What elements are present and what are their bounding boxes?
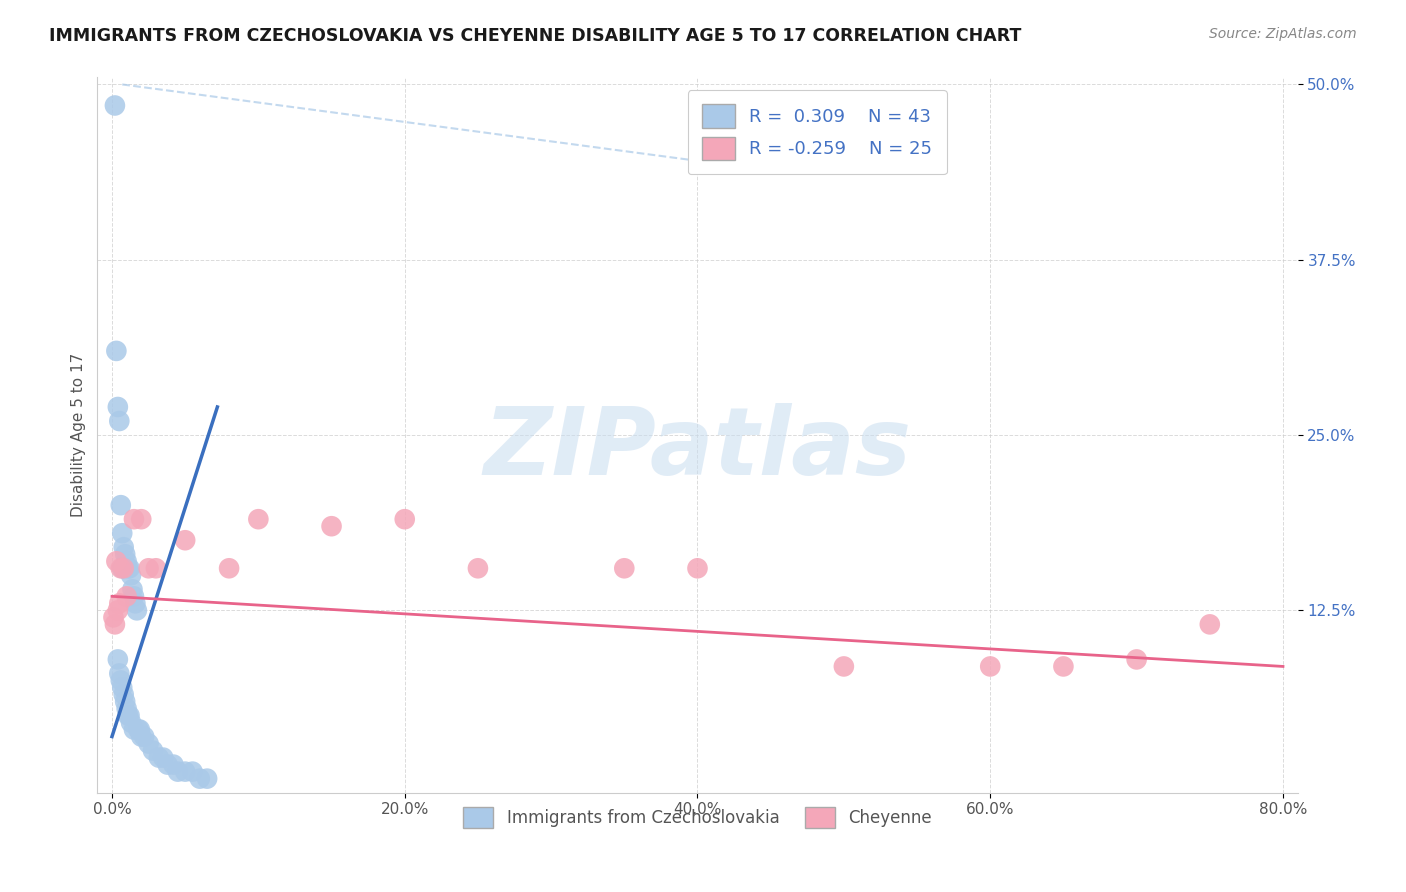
Point bbox=[112, 540, 135, 554]
Point bbox=[107, 400, 129, 414]
Point bbox=[121, 582, 143, 597]
Point bbox=[111, 561, 134, 575]
Point bbox=[112, 561, 135, 575]
Point bbox=[118, 708, 141, 723]
Point bbox=[120, 715, 142, 730]
Point bbox=[129, 512, 152, 526]
Point bbox=[129, 730, 152, 744]
Point bbox=[115, 590, 138, 604]
Point bbox=[122, 590, 145, 604]
Point bbox=[103, 610, 125, 624]
Point bbox=[156, 757, 179, 772]
Point bbox=[832, 659, 855, 673]
Point bbox=[117, 708, 139, 723]
Point bbox=[174, 533, 197, 548]
Point bbox=[107, 652, 129, 666]
Point bbox=[115, 554, 138, 568]
Point bbox=[148, 750, 170, 764]
Point bbox=[124, 596, 146, 610]
Point bbox=[117, 561, 139, 575]
Point bbox=[111, 681, 134, 695]
Point bbox=[394, 512, 416, 526]
Text: IMMIGRANTS FROM CZECHOSLOVAKIA VS CHEYENNE DISABILITY AGE 5 TO 17 CORRELATION CH: IMMIGRANTS FROM CZECHOSLOVAKIA VS CHEYEN… bbox=[49, 27, 1022, 45]
Point bbox=[686, 561, 709, 575]
Point bbox=[138, 561, 160, 575]
Point bbox=[110, 498, 132, 512]
Point bbox=[112, 688, 135, 702]
Point bbox=[105, 554, 128, 568]
Point bbox=[107, 603, 129, 617]
Point bbox=[108, 596, 131, 610]
Point bbox=[120, 568, 142, 582]
Point bbox=[128, 723, 150, 737]
Point bbox=[321, 519, 343, 533]
Point bbox=[1052, 659, 1074, 673]
Point bbox=[138, 737, 160, 751]
Point bbox=[1198, 617, 1220, 632]
Point bbox=[125, 603, 148, 617]
Point bbox=[108, 666, 131, 681]
Point bbox=[1125, 652, 1147, 666]
Point bbox=[114, 547, 136, 561]
Point bbox=[110, 561, 132, 575]
Point bbox=[105, 343, 128, 358]
Y-axis label: Disability Age 5 to 17: Disability Age 5 to 17 bbox=[72, 353, 86, 517]
Point bbox=[166, 764, 188, 779]
Point bbox=[134, 730, 156, 744]
Point bbox=[145, 561, 167, 575]
Point bbox=[142, 743, 165, 757]
Text: ZIPatlas: ZIPatlas bbox=[484, 403, 911, 495]
Point bbox=[108, 414, 131, 428]
Point bbox=[152, 750, 174, 764]
Point bbox=[218, 561, 240, 575]
Point bbox=[979, 659, 1001, 673]
Point bbox=[613, 561, 636, 575]
Point bbox=[104, 617, 127, 632]
Legend: Immigrants from Czechoslovakia, Cheyenne: Immigrants from Czechoslovakia, Cheyenne bbox=[457, 801, 938, 834]
Point bbox=[188, 772, 211, 786]
Point bbox=[195, 772, 218, 786]
Point bbox=[247, 512, 270, 526]
Point bbox=[115, 701, 138, 715]
Point bbox=[122, 512, 145, 526]
Point bbox=[174, 764, 197, 779]
Point bbox=[162, 757, 184, 772]
Point bbox=[127, 723, 149, 737]
Point bbox=[122, 723, 145, 737]
Point bbox=[111, 526, 134, 541]
Point bbox=[104, 98, 127, 112]
Point bbox=[181, 764, 204, 779]
Point bbox=[118, 561, 141, 575]
Point bbox=[110, 673, 132, 688]
Point bbox=[467, 561, 489, 575]
Point bbox=[114, 694, 136, 708]
Text: Source: ZipAtlas.com: Source: ZipAtlas.com bbox=[1209, 27, 1357, 41]
